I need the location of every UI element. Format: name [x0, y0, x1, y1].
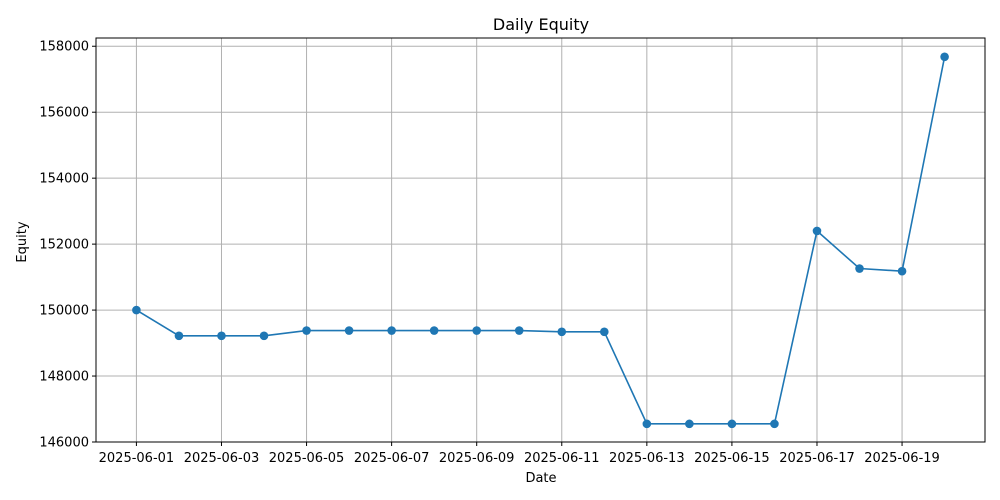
chart-title: Daily Equity [493, 15, 589, 34]
x-tick-label: 2025-06-11 [524, 451, 600, 466]
x-tick-label: 2025-06-09 [439, 451, 515, 466]
x-tick-label: 2025-06-07 [354, 451, 430, 466]
y-tick-label: 158000 [39, 40, 89, 55]
plot-frame [95, 37, 986, 443]
x-tick-label: 2025-06-03 [184, 451, 260, 466]
data-point [727, 419, 737, 429]
data-point [302, 326, 311, 335]
data-point [685, 419, 694, 429]
data-point [940, 52, 949, 62]
x-tick-label: 2025-06-15 [694, 451, 770, 466]
data-point [897, 266, 907, 276]
y-tick-label: 152000 [39, 238, 89, 253]
y-axis-label: Equity [15, 221, 30, 262]
x-tick-label: 2025-06-01 [99, 451, 175, 466]
data-point [642, 419, 652, 429]
data-point [387, 326, 396, 335]
y-tick-label: 156000 [39, 106, 89, 121]
x-tick-label: 2025-06-17 [779, 451, 855, 466]
y-tick-label: 148000 [39, 370, 89, 385]
data-point [600, 327, 609, 337]
x-tick-label: 2025-06-05 [269, 451, 345, 466]
series-layer [132, 52, 949, 429]
x-tick-label: 2025-06-13 [609, 451, 685, 466]
data-point [429, 326, 439, 335]
data-point [514, 326, 524, 335]
data-point [557, 327, 567, 337]
data-point [217, 331, 226, 341]
data-point [812, 226, 822, 236]
data-point [132, 305, 141, 315]
data-point [174, 331, 184, 341]
axes: 146000 148000 150000 152000 154000 156000 1580… [39, 37, 986, 466]
series-line [135, 56, 946, 425]
data-point [770, 419, 779, 429]
data-point [472, 326, 481, 335]
y-tick-label: 150000 [39, 304, 89, 319]
x-tick-label: 2025-06-19 [864, 451, 940, 466]
data-point [344, 326, 354, 335]
y-tick-label: 146000 [39, 436, 89, 451]
data-point [259, 331, 269, 341]
data-point [855, 264, 864, 273]
y-tick-label: 154000 [39, 172, 89, 187]
grid [96, 38, 985, 443]
x-axis-label: Date [525, 471, 556, 486]
